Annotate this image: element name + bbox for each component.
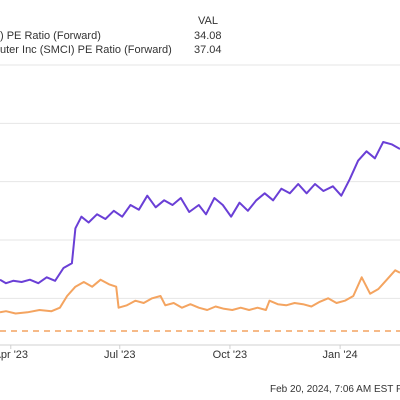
x-tick-label: Jan '24 (323, 349, 358, 361)
legend: VAL ) PE Ratio (Forward) 34.08 uter Inc … (0, 15, 222, 56)
legend-label-1: ) PE Ratio (Forward) (0, 30, 101, 42)
series-line-1 (0, 141, 400, 285)
legend-header: VAL (198, 15, 218, 27)
x-tick-label: Jul '23 (104, 349, 135, 361)
x-axis-tick-labels: Apr '23 Jul '23 Oct '23 Jan '24 (0, 345, 358, 361)
grid-lines (0, 64, 400, 346)
x-tick-label: Oct '23 (213, 349, 248, 361)
x-tick-label: Apr '23 (0, 349, 28, 361)
legend-value-1: 34.08 (194, 30, 222, 42)
legend-label-2: uter Inc (SMCI) PE Ratio (Forward) (0, 44, 172, 56)
footer-timestamp: Feb 20, 2024, 7:06 AM EST Powe (270, 384, 400, 395)
series-lines (0, 141, 400, 315)
legend-value-2: 37.04 (194, 44, 222, 56)
series-line-2 (0, 269, 400, 315)
